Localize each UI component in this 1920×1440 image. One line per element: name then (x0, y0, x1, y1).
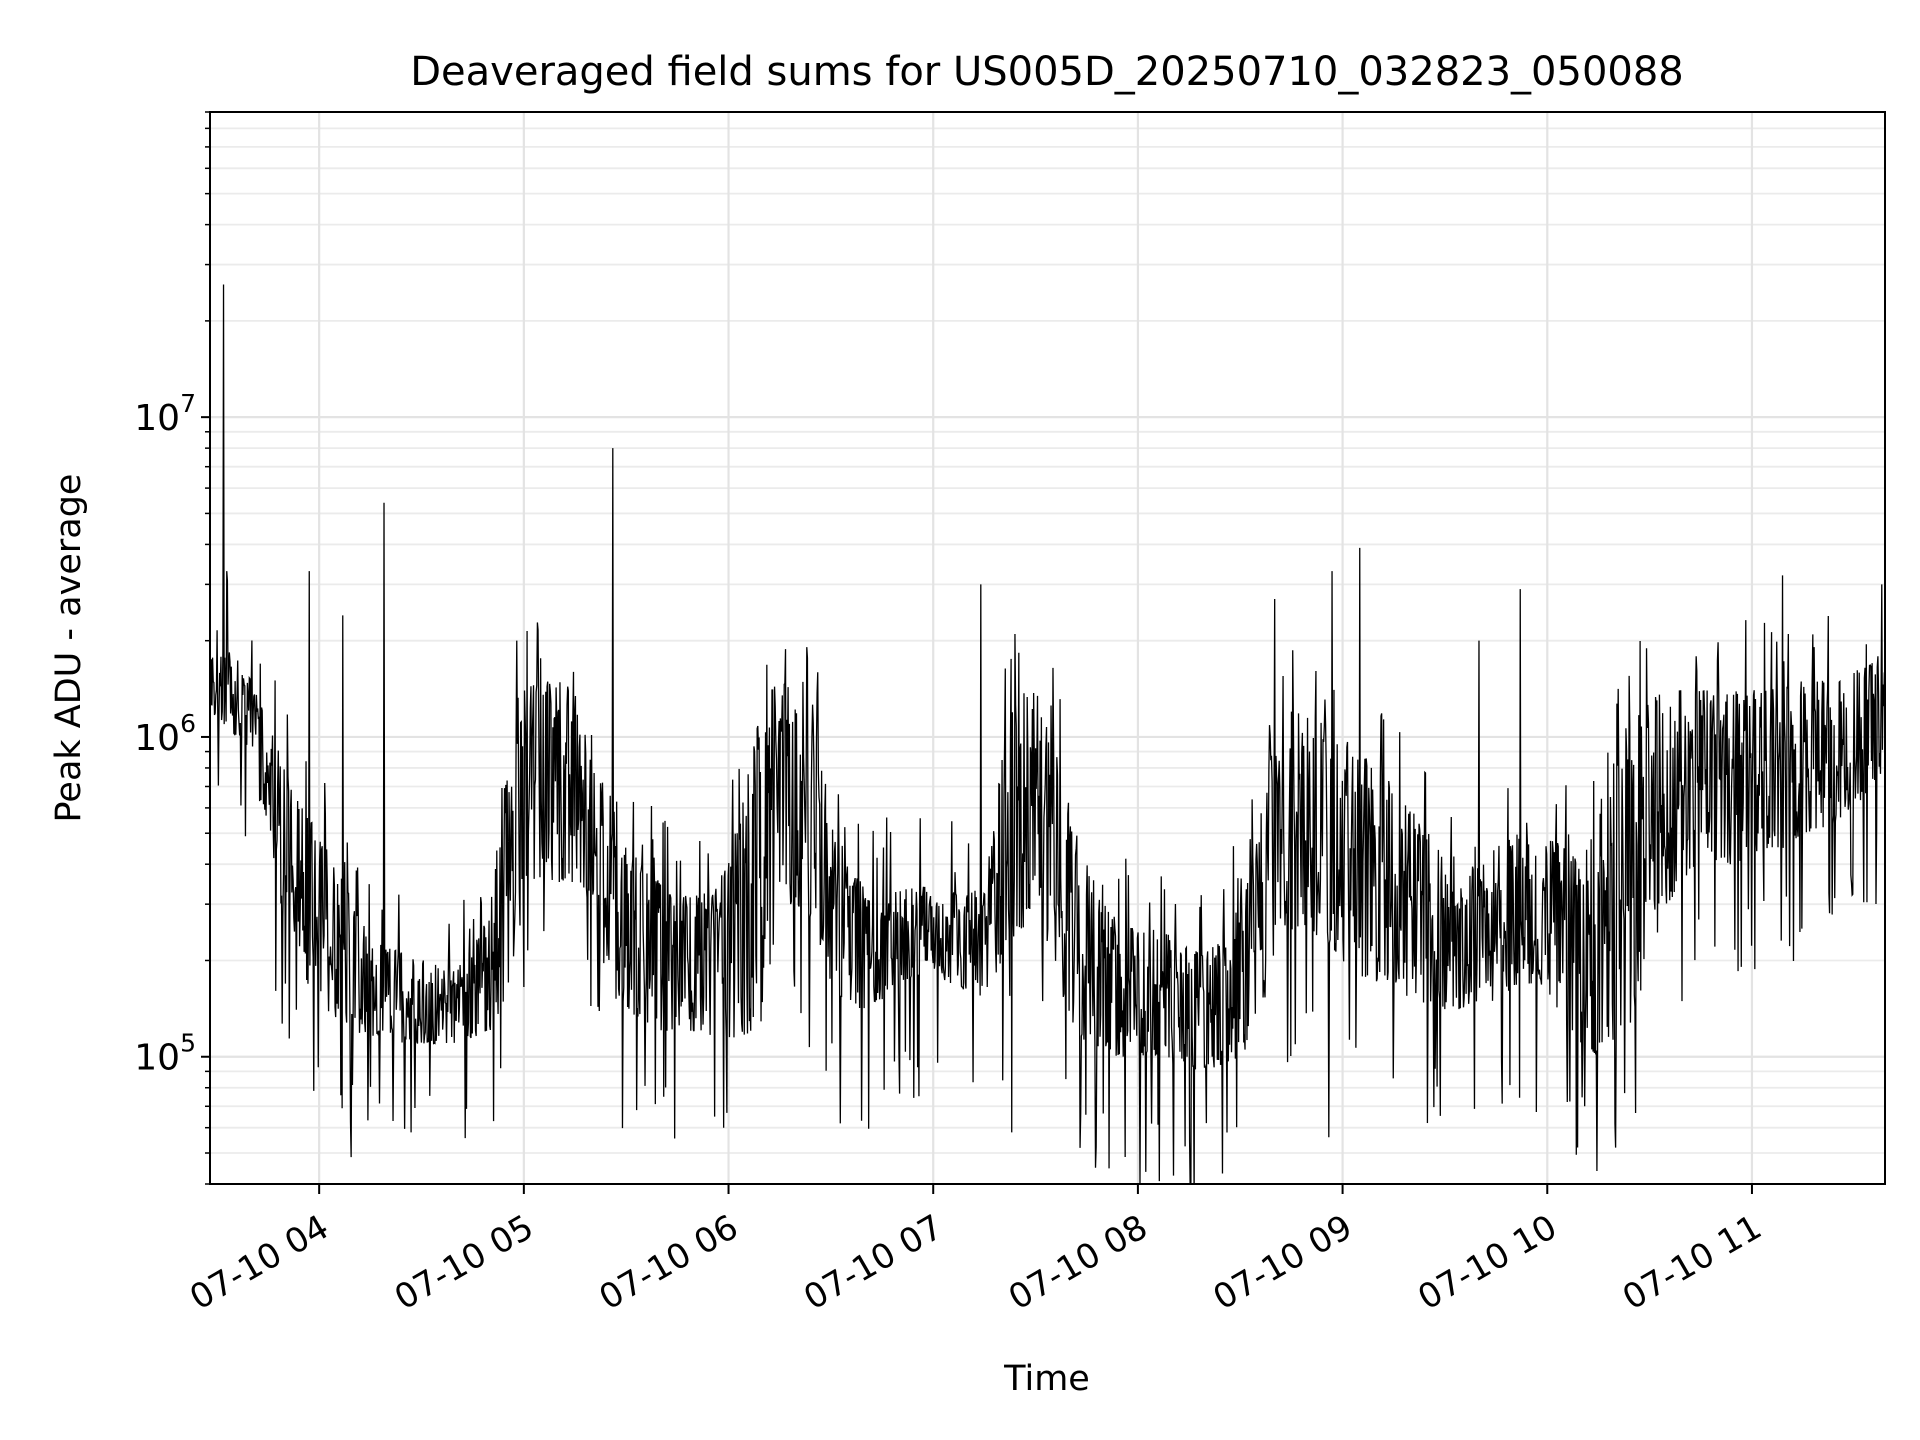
x-axis-label: Time (1003, 1359, 1090, 1399)
y-axis-label: Peak ADU - average (49, 474, 89, 823)
series-line (210, 284, 1885, 1184)
y-tick-exponent: 6 (180, 709, 196, 738)
series-layer (210, 284, 1885, 1184)
y-tick-label: 107 (134, 389, 196, 439)
plot-frame (209, 111, 1886, 1185)
chart-title: Deaveraged field sums for US005D_2025071… (410, 49, 1684, 95)
y-tick-label: 105 (134, 1029, 196, 1079)
y-tick-label: 106 (134, 709, 196, 759)
y-tick-base: 10 (134, 718, 180, 759)
y-tick-base: 10 (134, 398, 180, 439)
y-tick-exponent: 5 (180, 1029, 196, 1058)
y-tick-base: 10 (134, 1038, 180, 1079)
y-tick-exponent: 7 (180, 389, 196, 418)
